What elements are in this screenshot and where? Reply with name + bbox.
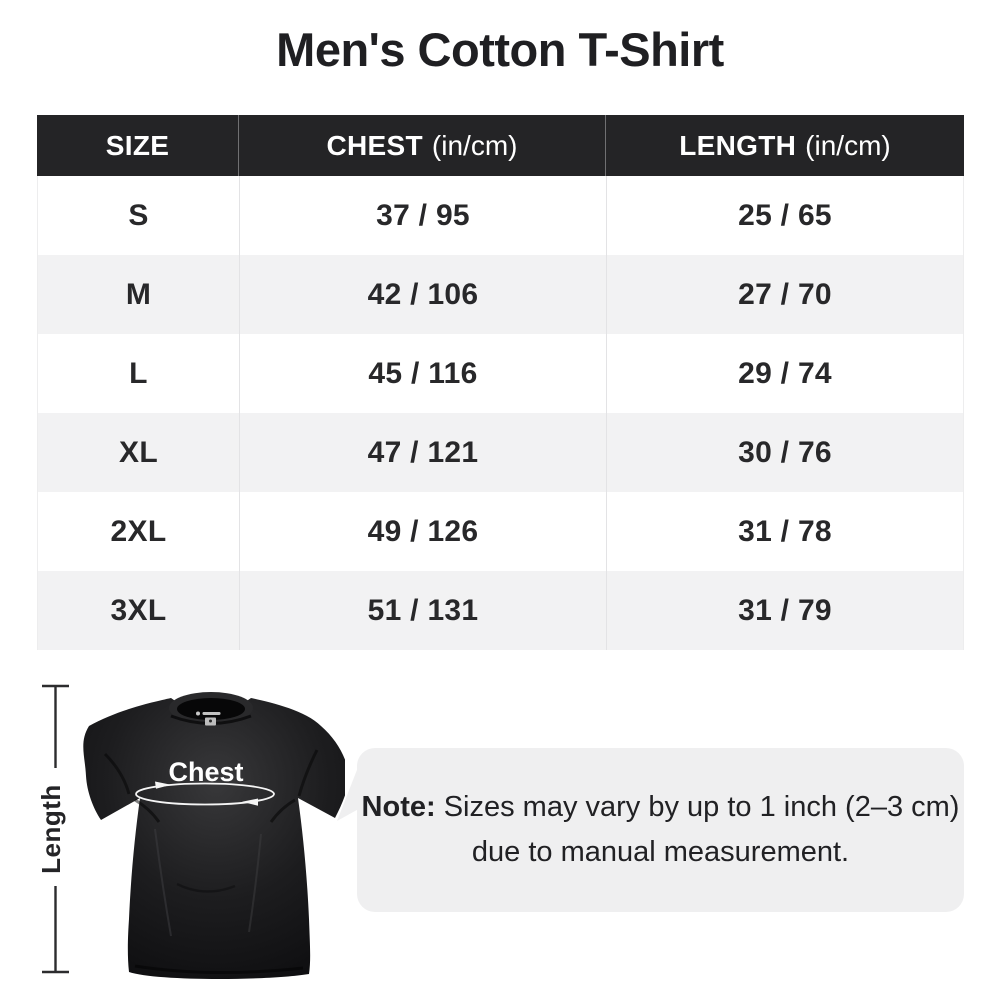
chest-label: Chest xyxy=(168,757,243,787)
tshirt-image: Chest xyxy=(83,692,345,979)
table-row: 2XL 49 / 126 31 / 78 xyxy=(38,492,963,571)
length-cell: 31 / 78 xyxy=(606,492,963,571)
table-row: XL 47 / 121 30 / 76 xyxy=(38,413,963,492)
note-text: Sizes may vary by up to 1 inch (2–3 cm) xyxy=(435,790,960,823)
size-cell: L xyxy=(129,356,148,390)
length-cell: 25 / 65 xyxy=(606,176,963,255)
tshirt-collar xyxy=(169,692,253,726)
size-cell: XL xyxy=(119,435,158,469)
length-label: Length xyxy=(36,784,66,874)
chest-cell: 47 / 121 xyxy=(239,413,606,492)
table-row: M 42 / 106 27 / 70 xyxy=(38,255,963,334)
header-cell-chest: CHEST (in/cm) xyxy=(238,115,605,176)
length-cell: 29 / 74 xyxy=(606,334,963,413)
header-label: CHEST xyxy=(326,129,423,161)
table-row: L 45 / 116 29 / 74 xyxy=(38,334,963,413)
chest-cell: 49 / 126 xyxy=(239,492,606,571)
chest-cell: 51 / 131 xyxy=(239,571,606,650)
header-label: SIZE xyxy=(105,129,170,161)
chest-cell: 37 / 95 xyxy=(239,176,606,255)
note-line-2: due to manual measurement. xyxy=(471,836,850,868)
header-cell-length: LENGTH (in/cm) xyxy=(605,115,964,176)
size-cell: S xyxy=(128,198,149,232)
note-line-1: Note: Sizes may vary by up to 1 inch (2–… xyxy=(362,791,960,824)
table-row: S 37 / 95 25 / 65 xyxy=(38,176,963,255)
header-unit: (in/cm) xyxy=(431,129,518,161)
header-unit: (in/cm) xyxy=(805,129,891,161)
collar-label xyxy=(196,711,221,726)
size-table-body: S 37 / 95 25 / 65 M 42 / 106 27 / 70 L 4… xyxy=(37,176,964,650)
size-cell: M xyxy=(125,277,152,311)
size-cell: 3XL xyxy=(110,593,167,627)
size-table: SIZE CHEST (in/cm) LENGTH (in/cm) S 37 /… xyxy=(37,115,964,650)
note-bubble: Note: Sizes may vary by up to 1 inch (2–… xyxy=(357,748,964,912)
size-table-header: SIZE CHEST (in/cm) LENGTH (in/cm) xyxy=(37,115,964,176)
length-measure-line-icon xyxy=(42,684,69,974)
page-title: Men's Cotton T-Shirt xyxy=(276,23,724,76)
header-label: LENGTH xyxy=(679,129,797,161)
size-cell: 2XL xyxy=(110,514,167,548)
header-cell-size: SIZE xyxy=(37,115,238,176)
chest-cell: 45 / 116 xyxy=(239,334,606,413)
length-cell: 27 / 70 xyxy=(606,255,963,334)
chest-cell: 42 / 106 xyxy=(239,255,606,334)
tshirt-body xyxy=(83,698,345,979)
chest-arrow-ellipse-icon xyxy=(135,781,275,806)
note-prefix: Note: xyxy=(361,790,436,823)
length-cell: 31 / 79 xyxy=(606,571,963,650)
tshirt-shading xyxy=(103,749,319,975)
table-row: 3XL 51 / 131 31 / 79 xyxy=(38,571,963,650)
length-cell: 30 / 76 xyxy=(606,413,963,492)
